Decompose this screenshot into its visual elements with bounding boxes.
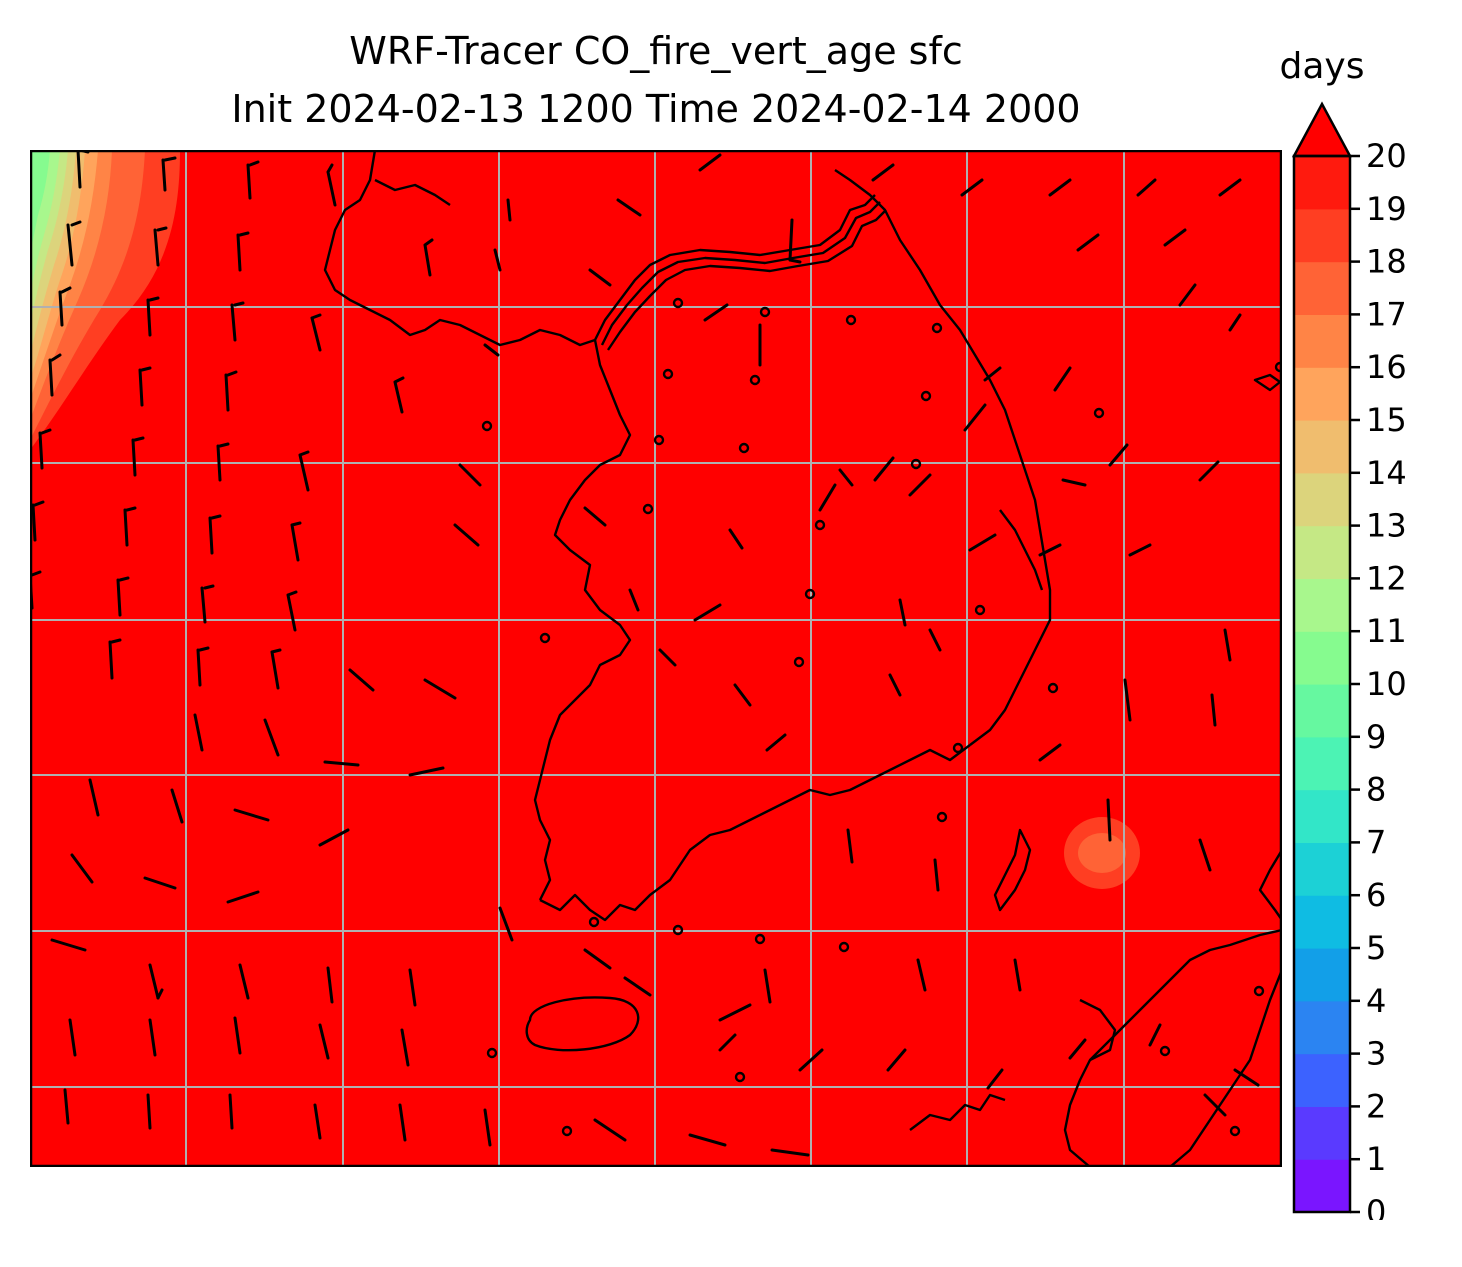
colorbar-tick-label: 6 <box>1366 876 1386 914</box>
colorbar-swatch <box>1294 261 1350 315</box>
coastline-jeju <box>525 996 640 1052</box>
colorbar-swatch <box>1294 208 1350 263</box>
colorbar-tick-label: 10 <box>1366 665 1407 703</box>
colorbar-tick-label: 3 <box>1366 1035 1386 1073</box>
colorbar-swatch <box>1294 472 1350 527</box>
colorbar-swatch <box>1294 948 1350 1002</box>
colorbar-swatch <box>1294 525 1350 579</box>
colorbar-extend-arrow <box>1291 101 1353 158</box>
coastline-east-korea <box>834 169 1052 746</box>
colorbar-tick-label: 4 <box>1366 982 1386 1020</box>
colorbar-tick-label: 7 <box>1366 823 1386 861</box>
map-title-line-2: Init 2024-02-13 1200 Time 2024-02-14 200… <box>231 87 1081 131</box>
coastline-south-korea <box>539 744 971 922</box>
coastline-islands-south <box>909 1093 1006 1131</box>
border-china-korea <box>593 194 876 341</box>
colorbar-swatch <box>1294 684 1350 738</box>
colorbar-swatch <box>1294 367 1350 421</box>
coastline-goto <box>1079 998 1117 1062</box>
colorbar-tick-label: 14 <box>1366 454 1407 492</box>
coastline-liaodong <box>323 150 596 347</box>
coastlines <box>323 150 1282 1167</box>
colorbar-swatch <box>1294 631 1350 685</box>
colorbar-tick-label: 20 <box>1366 137 1407 175</box>
colorbar-tick-label: 2 <box>1366 1087 1386 1125</box>
colorbar-tick-label: 9 <box>1366 718 1386 756</box>
age-field-west-gradient <box>30 150 180 450</box>
colorbar-swatch <box>1294 1000 1350 1055</box>
map-panel <box>30 150 1282 1167</box>
map-gridlines <box>30 150 1282 1167</box>
coastline-honshu-west <box>1258 849 1282 921</box>
colorbar-swatch <box>1294 736 1350 791</box>
age-field-east-patch <box>1064 817 1140 889</box>
coastline-kyushu <box>1063 928 1282 1167</box>
colorbar-swatch <box>1294 1106 1350 1160</box>
colorbar-units-label: days <box>1280 46 1364 87</box>
colorbar-tick-label: 1 <box>1366 1140 1386 1178</box>
border-china-korea-inner <box>600 201 881 346</box>
colorbar-swatch <box>1294 578 1350 632</box>
colorbar-tick-label: 0 <box>1366 1193 1386 1220</box>
colorbar-swatches <box>1291 101 1353 1214</box>
small-islands <box>481 297 1282 1137</box>
colorbar-swatch <box>1294 1159 1350 1213</box>
coastline-bohai-north <box>374 178 451 206</box>
colorbar-swatch <box>1294 420 1350 474</box>
colorbar-swatch <box>1294 314 1350 368</box>
colorbar-swatch <box>1294 156 1350 210</box>
colorbar-tick-label: 8 <box>1366 771 1386 809</box>
colorbar-tick-label: 17 <box>1366 295 1407 333</box>
colorbar-tick-label: 16 <box>1366 348 1407 386</box>
colorbar-swatch <box>1294 1053 1350 1107</box>
border-china-korea-outer <box>607 209 887 351</box>
coastline-west-korea <box>533 339 632 901</box>
colorbar-tick-label: 5 <box>1366 929 1386 967</box>
colorbar-tick-label: 13 <box>1366 507 1407 545</box>
colorbar-tick-label: 12 <box>1366 559 1407 597</box>
colorbar-swatch <box>1294 895 1350 949</box>
colorbar-tick-label: 19 <box>1366 190 1407 228</box>
border-korea-dmz <box>999 509 1044 591</box>
colorbar-swatch <box>1294 789 1350 843</box>
colorbar-tick-label: 11 <box>1366 612 1407 650</box>
map-frame <box>30 150 1282 1167</box>
colorbar-tick-label: 15 <box>1366 401 1407 439</box>
colorbar-swatch <box>1294 842 1350 896</box>
coastline-tsushima <box>993 828 1032 912</box>
map-title-line-1: WRF-Tracer CO_fire_vert_age sfc <box>349 29 963 73</box>
colorbar-tick-label: 18 <box>1366 243 1407 281</box>
